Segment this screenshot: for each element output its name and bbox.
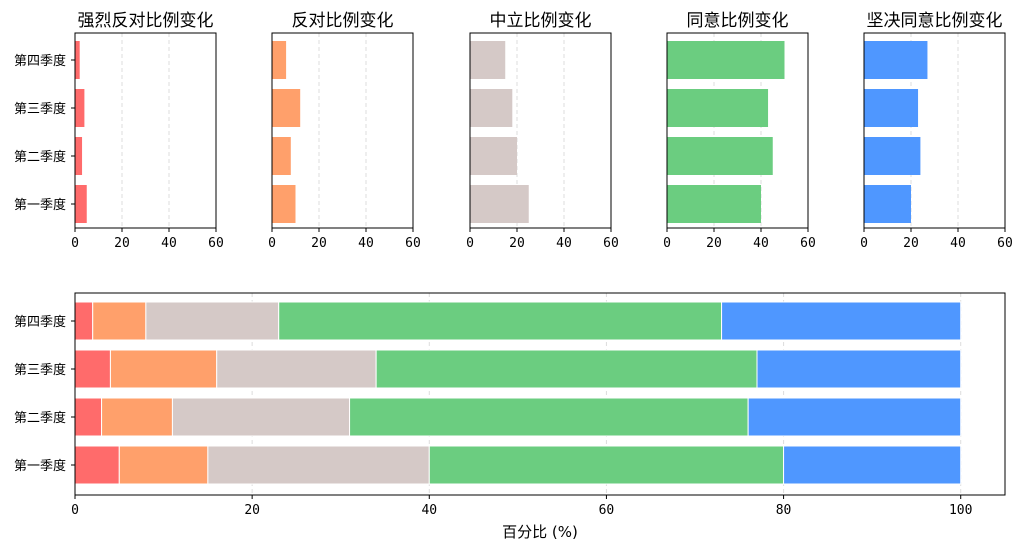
bar <box>667 41 785 79</box>
bar-segment <box>101 397 173 437</box>
bar-segment <box>747 397 962 437</box>
y-tick-label: 第一季度 <box>14 197 66 213</box>
bar <box>272 41 287 79</box>
panel-title: 同意比例变化 <box>687 11 789 31</box>
panel-title: 反对比例变化 <box>292 11 394 31</box>
y-tick-label: 第四季度 <box>14 314 66 330</box>
bar-segment <box>207 445 430 485</box>
x-tick-label: 40 <box>358 236 374 251</box>
x-tick-label: 0 <box>268 236 276 251</box>
bar <box>272 137 291 175</box>
y-tick-label: 第三季度 <box>14 101 66 117</box>
bar <box>470 41 506 79</box>
axes-frame <box>74 292 1006 496</box>
x-tick-label: 0 <box>860 236 868 251</box>
x-axis-label: 百分比 (%) <box>502 523 578 541</box>
x-tick-label: 40 <box>421 503 437 518</box>
bar-segment <box>92 301 147 341</box>
y-tick-label: 第三季度 <box>14 362 66 378</box>
y-tick-label: 第四季度 <box>14 53 66 69</box>
y-tick-label: 第二季度 <box>14 149 66 165</box>
bar-segment <box>756 349 962 389</box>
bar-segment <box>216 349 377 389</box>
bar-segment <box>278 301 723 341</box>
x-tick-label: 20 <box>706 236 722 251</box>
x-tick-label: 0 <box>71 503 79 518</box>
bar-segment <box>375 349 758 389</box>
bar-segment <box>74 301 94 341</box>
bar-segment <box>118 445 209 485</box>
x-tick-label: 40 <box>161 236 177 251</box>
panel-title: 强烈反对比例变化 <box>78 11 214 31</box>
axes-frame <box>271 32 414 229</box>
bar <box>470 89 513 127</box>
x-tick-label: 20 <box>114 236 130 251</box>
panel-title: 坚决同意比例变化 <box>867 11 1003 31</box>
bar <box>470 137 517 175</box>
bar <box>75 137 83 175</box>
bar <box>667 89 769 127</box>
x-tick-label: 60 <box>405 236 421 251</box>
bar <box>75 185 87 223</box>
x-tick-label: 0 <box>466 236 474 251</box>
bar <box>667 137 773 175</box>
axes-frame <box>74 32 217 229</box>
y-tick-label: 第一季度 <box>14 458 66 474</box>
x-tick-label: 20 <box>903 236 919 251</box>
x-tick-label: 60 <box>208 236 224 251</box>
y-tick-label: 第二季度 <box>14 410 66 426</box>
bar <box>864 89 919 127</box>
bar-segment <box>74 445 120 485</box>
bar-segment <box>74 397 103 437</box>
x-tick-label: 60 <box>599 503 615 518</box>
bar-segment <box>783 445 962 485</box>
bar-segment <box>171 397 351 437</box>
axes-frame <box>863 32 1006 229</box>
bar-segment <box>428 445 785 485</box>
bar <box>864 41 928 79</box>
x-tick-label: 60 <box>997 236 1013 251</box>
bar <box>75 89 85 127</box>
panel-title: 中立比例变化 <box>490 11 592 31</box>
x-tick-label: 40 <box>753 236 769 251</box>
x-tick-label: 60 <box>603 236 619 251</box>
bar <box>470 185 529 223</box>
axes-frame <box>666 32 809 229</box>
bar <box>272 89 301 127</box>
x-tick-label: 40 <box>556 236 572 251</box>
bar <box>667 185 761 223</box>
bar <box>864 185 911 223</box>
axes-frame <box>469 32 612 229</box>
x-tick-label: 0 <box>71 236 79 251</box>
bar <box>272 185 296 223</box>
bar-segment <box>109 349 218 389</box>
bar-segment <box>74 349 111 389</box>
x-tick-label: 40 <box>950 236 966 251</box>
x-tick-label: 60 <box>800 236 816 251</box>
bar-segment <box>349 397 749 437</box>
x-tick-label: 0 <box>663 236 671 251</box>
bar <box>75 41 80 79</box>
x-tick-label: 100 <box>949 503 972 518</box>
x-tick-label: 20 <box>509 236 525 251</box>
x-tick-label: 80 <box>776 503 792 518</box>
bar-segment <box>721 301 962 341</box>
x-tick-label: 20 <box>311 236 327 251</box>
bar <box>864 137 921 175</box>
x-tick-label: 20 <box>244 503 260 518</box>
bar-segment <box>145 301 280 341</box>
